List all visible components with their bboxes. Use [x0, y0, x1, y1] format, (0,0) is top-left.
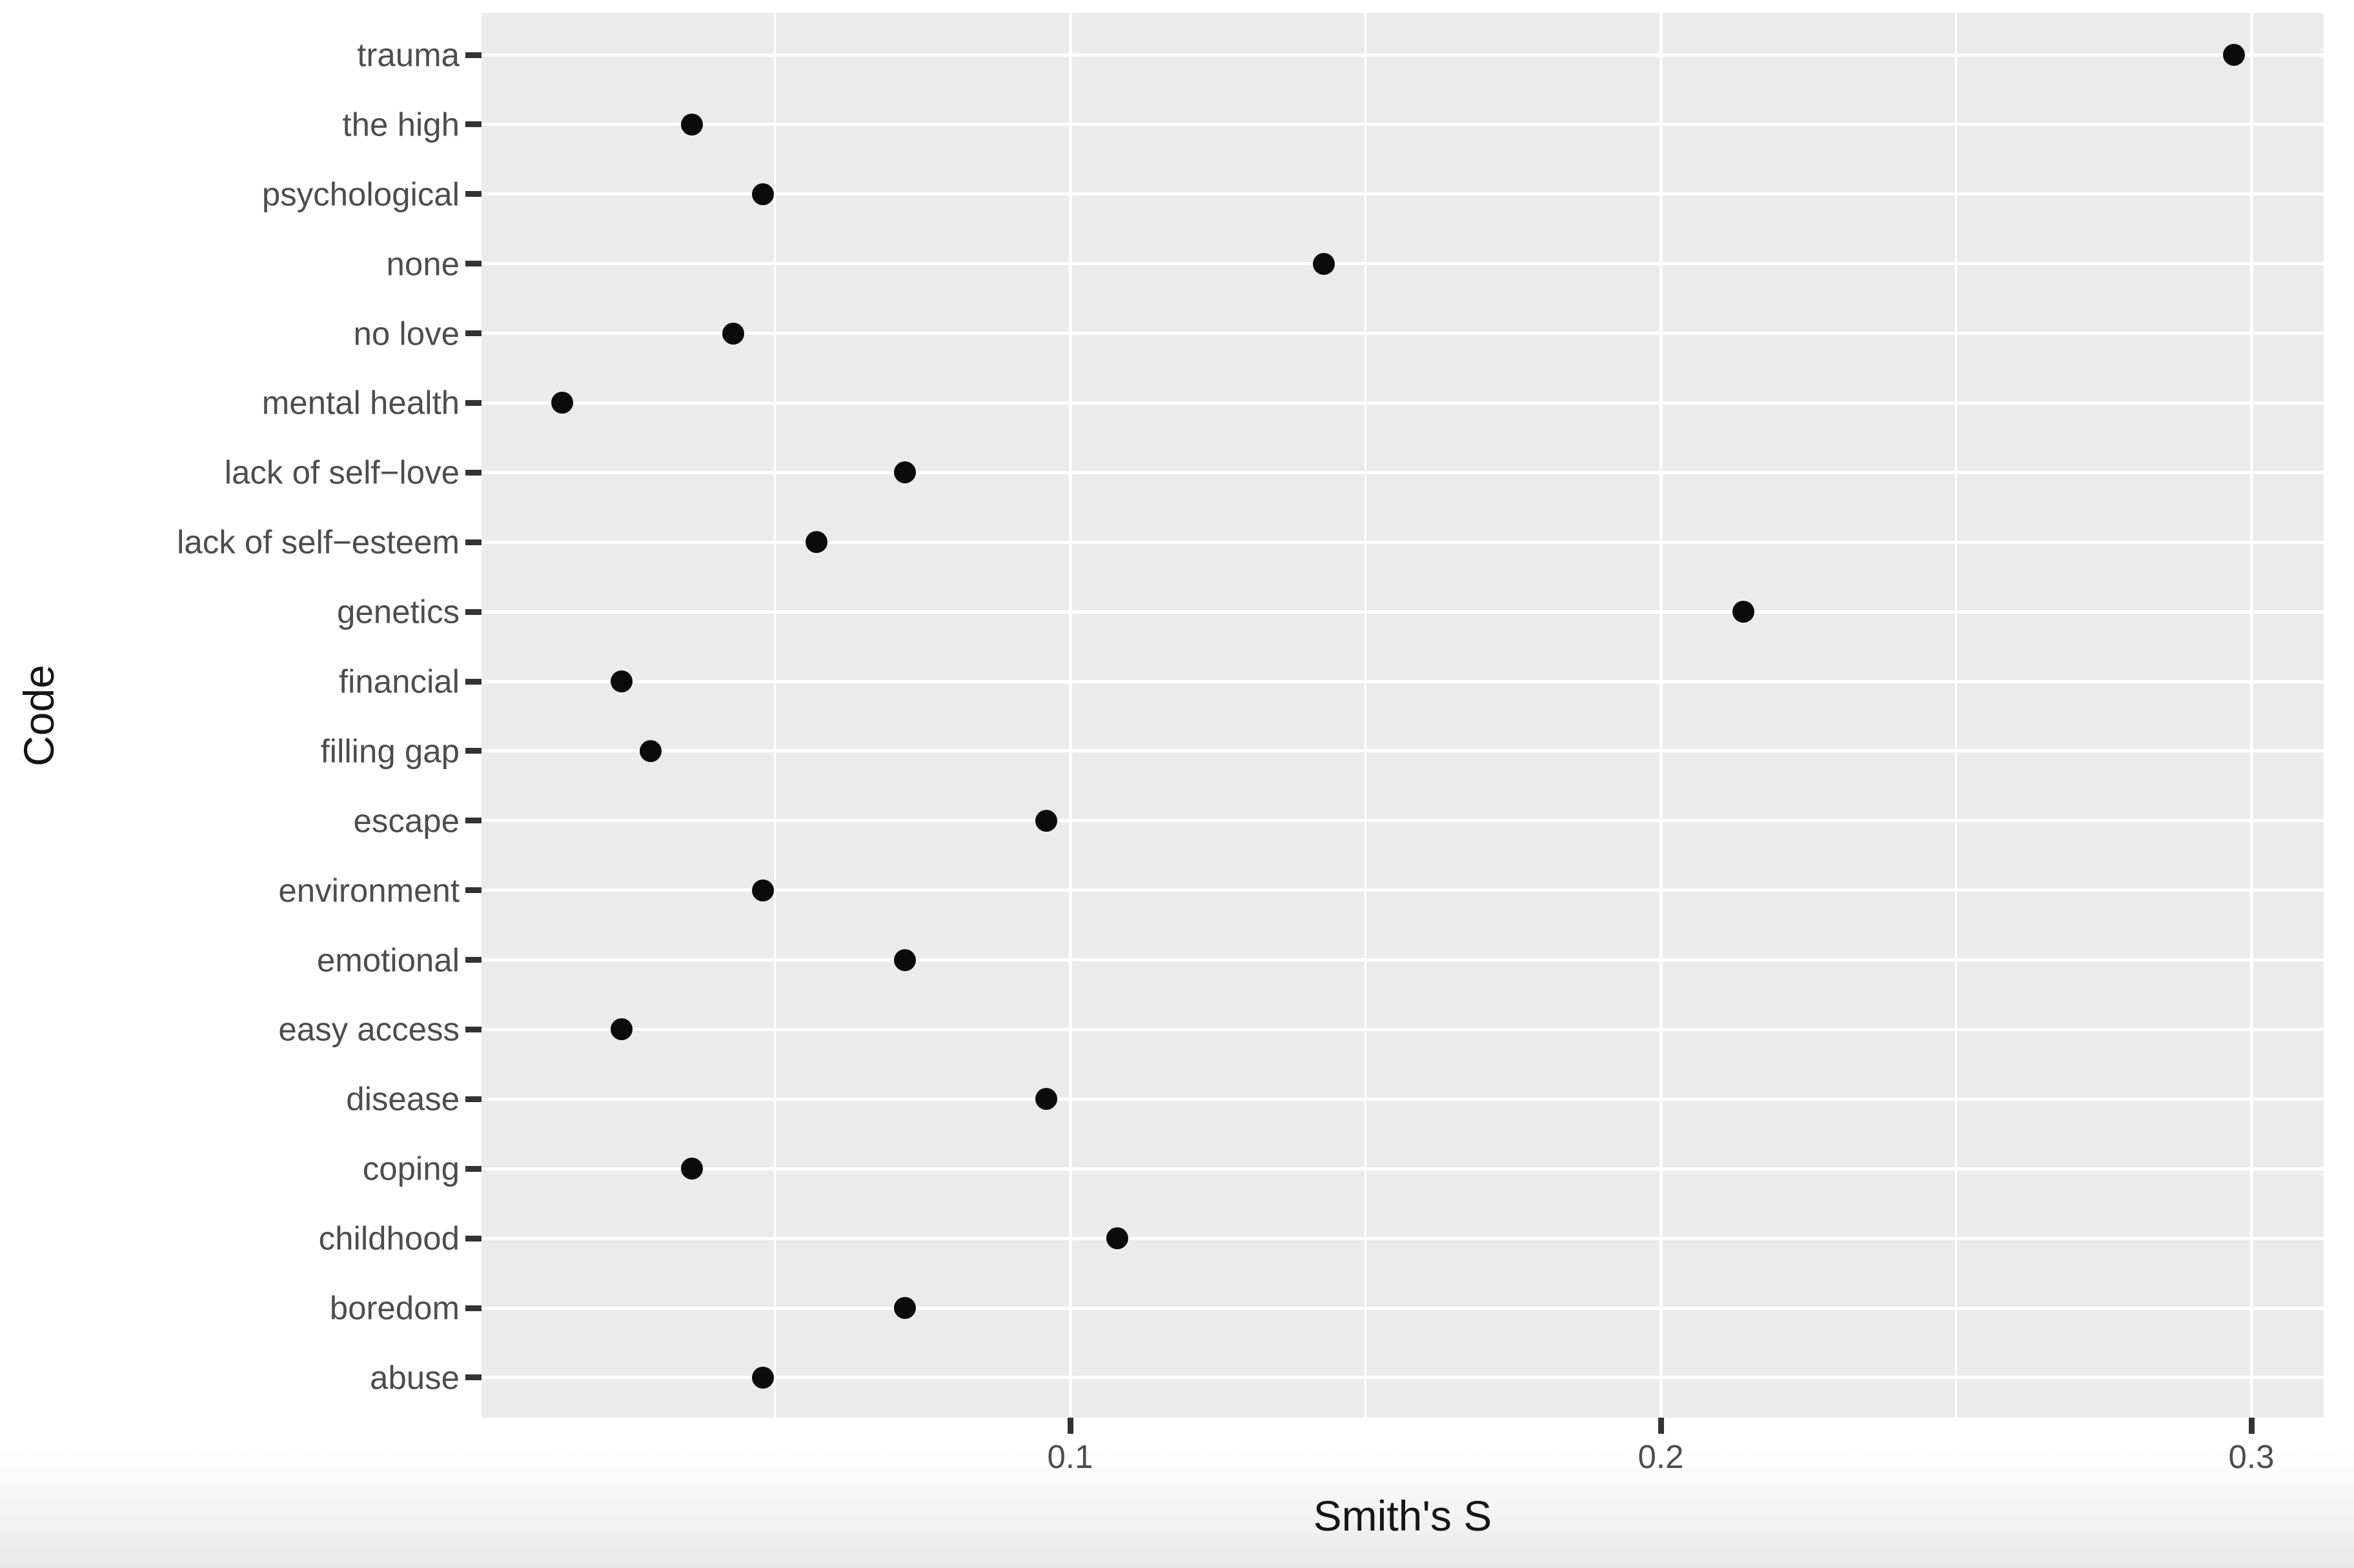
data-point: [681, 1158, 704, 1180]
data-point: [610, 1018, 633, 1041]
data-point: [1035, 809, 1058, 832]
gridline-row-h: [482, 332, 2324, 336]
x-axis-tick: [1658, 1418, 1664, 1434]
y-axis-tick: [465, 1165, 482, 1172]
data-point: [722, 322, 745, 345]
y-axis-tick: [465, 1235, 482, 1241]
y-category-label: psychological: [261, 176, 460, 213]
y-axis-tick: [465, 1305, 482, 1311]
y-category-label: lack of self−love: [224, 454, 460, 491]
y-axis-tick: [465, 469, 482, 476]
x-tick-label: 0.2: [1638, 1438, 1684, 1475]
x-tick-label: 0.1: [1047, 1438, 1093, 1475]
gridline-row-h: [482, 401, 2324, 405]
y-axis-tick: [465, 330, 482, 337]
gridline-row-h: [482, 1306, 2324, 1310]
gridline-row-h: [482, 610, 2324, 614]
plot-panel: [482, 13, 2324, 1418]
gridline-row-h: [482, 749, 2324, 753]
data-point: [893, 461, 916, 484]
gridline-major-v: [1659, 13, 1663, 1418]
gridline-row-h: [482, 819, 2324, 823]
y-axis-tick: [465, 818, 482, 824]
y-category-label: boredom: [329, 1289, 460, 1327]
y-category-label: escape: [353, 802, 460, 839]
gridline-row-h: [482, 1027, 2324, 1031]
data-point: [893, 949, 916, 971]
data-point: [1732, 601, 1755, 623]
data-point: [551, 392, 574, 414]
x-axis-tick: [2248, 1418, 2255, 1434]
y-category-label: environment: [278, 872, 460, 909]
gridline-row-h: [482, 1236, 2324, 1240]
gridline-row-h: [482, 958, 2324, 962]
data-point: [681, 113, 704, 136]
y-axis-tick: [465, 608, 482, 615]
gridline-major-v: [1068, 13, 1072, 1418]
y-category-label: coping: [362, 1150, 460, 1187]
y-axis-tick: [465, 1374, 482, 1381]
y-category-label: trauma: [357, 36, 460, 74]
gridline-minor-v: [1365, 13, 1366, 1418]
y-category-label: none: [386, 245, 460, 283]
y-axis-tick: [465, 1026, 482, 1032]
gridline-row-h: [482, 1376, 2324, 1380]
y-category-label: childhood: [318, 1220, 460, 1257]
gridline-row-h: [482, 1097, 2324, 1101]
data-point: [752, 879, 775, 901]
data-point: [610, 670, 633, 692]
y-axis-tick: [465, 261, 482, 267]
gridline-major-v: [2249, 13, 2253, 1418]
gridline-minor-v: [774, 13, 776, 1418]
y-category-label: financial: [338, 663, 460, 700]
x-axis-tick: [1067, 1418, 1073, 1434]
y-axis-tick: [465, 678, 482, 685]
y-category-label: mental health: [261, 384, 460, 421]
gridline-row-h: [482, 53, 2324, 57]
y-axis-tick: [465, 191, 482, 197]
data-point: [640, 739, 662, 762]
data-point: [893, 1297, 916, 1320]
gridline-row-h: [482, 470, 2324, 474]
y-category-label: easy access: [278, 1010, 460, 1048]
y-axis-tick: [465, 539, 482, 545]
gridline-row-h: [482, 679, 2324, 683]
bottom-fade-gradient: [0, 1449, 2354, 1568]
y-category-label: genetics: [337, 593, 460, 630]
y-axis-tick: [465, 52, 482, 58]
y-category-label: no love: [353, 315, 460, 352]
y-axis-tick: [465, 1096, 482, 1102]
data-point: [1106, 1227, 1129, 1250]
gridline-row-h: [482, 262, 2324, 266]
gridline-row-h: [482, 192, 2324, 196]
gridline-row-h: [482, 123, 2324, 126]
y-category-label: the high: [342, 106, 460, 143]
y-category-label: abuse: [370, 1359, 460, 1396]
y-category-label: filling gap: [320, 732, 460, 770]
data-point: [2222, 44, 2245, 66]
gridline-row-h: [482, 540, 2324, 544]
y-axis-tick: [465, 748, 482, 754]
y-category-label: disease: [346, 1080, 460, 1118]
gridline-row-h: [482, 889, 2324, 892]
y-category-label: emotional: [316, 941, 460, 979]
gridline-row-h: [482, 1167, 2324, 1171]
y-axis-tick: [465, 121, 482, 128]
x-tick-label: 0.3: [2228, 1438, 2275, 1475]
data-point: [805, 531, 827, 554]
y-axis-tick: [465, 399, 482, 406]
y-axis-tick: [465, 957, 482, 963]
y-axis-tick: [465, 887, 482, 894]
x-axis-title: Smith's S: [1313, 1492, 1492, 1540]
data-point: [752, 183, 775, 205]
data-point: [1313, 252, 1335, 275]
y-category-label: lack of self−esteem: [177, 523, 460, 561]
data-point: [1035, 1088, 1058, 1111]
y-axis-title: Code: [15, 664, 63, 767]
gridline-minor-v: [1955, 13, 1957, 1418]
data-point: [752, 1366, 775, 1389]
